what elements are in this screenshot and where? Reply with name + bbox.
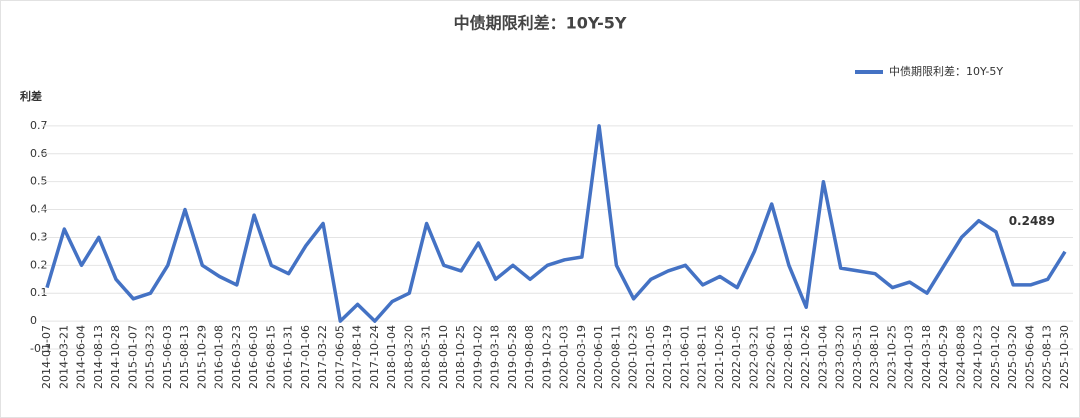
x-tick-label: 2018-03-20: [402, 325, 415, 389]
x-tick-label: 2014-10-28: [109, 325, 122, 389]
x-tick-label: 2014-06-04: [75, 325, 88, 389]
x-tick-label: 2024-05-29: [937, 325, 950, 389]
x-tick-label: 2015-10-29: [195, 325, 208, 389]
y-axis-label: 利差: [20, 89, 42, 103]
x-tick-label: 2016-08-15: [264, 325, 277, 389]
x-tick-label: 2016-01-08: [213, 325, 226, 389]
x-tick-label: 2021-01-05: [644, 325, 657, 389]
y-tick-label: 0.7: [30, 119, 48, 132]
x-tick-label: 2022-08-11: [782, 325, 795, 389]
legend-label: 中债期限利差：10Y-5Y: [889, 64, 1003, 78]
x-tick-label: 2023-01-04: [816, 325, 829, 389]
x-tick-label: 2024-10-23: [972, 325, 985, 389]
x-tick-label: 2025-06-04: [1023, 325, 1036, 389]
x-tick-label: 2021-10-26: [713, 325, 726, 389]
x-tick-label: 2022-06-01: [765, 325, 778, 389]
x-tick-label: 2019-08-08: [523, 325, 536, 389]
x-tick-label: 2023-08-10: [868, 325, 881, 389]
x-tick-label: 2024-03-18: [920, 325, 933, 389]
x-tick-label: 2019-01-02: [471, 325, 484, 389]
y-tick-label: -0.1: [30, 342, 51, 355]
x-tick-label: 2017-06-05: [333, 325, 346, 389]
x-tick-label: 2016-10-31: [282, 325, 295, 389]
x-tick-label: 2022-01-05: [730, 325, 743, 389]
x-tick-label: 2020-03-19: [575, 325, 588, 389]
x-tick-label: 2015-01-07: [126, 325, 139, 389]
x-tick-label: 2018-01-04: [385, 325, 398, 389]
x-tick-label: 2020-01-03: [558, 325, 571, 389]
x-tick-label: 2022-10-26: [799, 325, 812, 389]
y-tick-label: 0.3: [30, 230, 48, 243]
x-tick-label: 2024-01-03: [903, 325, 916, 389]
x-tick-label: 2018-08-10: [437, 325, 450, 389]
y-tick-label: 0.5: [30, 175, 48, 188]
x-tick-label: 2016-06-03: [247, 325, 260, 389]
x-tick-label: 2023-03-20: [834, 325, 847, 389]
series-line: [45, 124, 1067, 323]
x-tick-label: 2020-06-01: [592, 325, 605, 389]
x-tick-label: 2018-10-25: [454, 325, 467, 389]
x-tick-label: 2014-03-21: [57, 325, 70, 389]
x-tick-label: 2016-03-23: [230, 325, 243, 389]
x-tick-label: 2023-05-31: [851, 325, 864, 389]
x-tick-label: 2023-10-25: [885, 325, 898, 389]
x-tick-label: 2017-01-06: [299, 325, 312, 389]
x-tick-label: 2025-10-30: [1058, 325, 1071, 389]
x-tick-label: 2021-06-01: [678, 325, 691, 389]
x-tick-label: 2019-10-23: [540, 325, 553, 389]
y-tick-label: 0.2: [30, 258, 48, 271]
x-tick-label: 2019-05-28: [506, 325, 519, 389]
x-tick-label: 2018-05-31: [420, 325, 433, 389]
x-tick-label: 2020-10-23: [627, 325, 640, 389]
x-tick-label: 2021-08-11: [696, 325, 709, 389]
y-tick-label: 0.1: [30, 286, 48, 299]
x-tick-label: 2017-10-24: [368, 325, 381, 389]
x-tick-label: 2014-01-07: [40, 325, 53, 389]
x-tick-label: 2021-03-19: [661, 325, 674, 389]
x-tick-label: 2015-06-03: [161, 325, 174, 389]
x-tick-label: 2014-08-13: [92, 325, 105, 389]
x-tick-label: 2017-03-22: [316, 325, 329, 389]
x-tick-label: 2015-03-23: [144, 325, 157, 389]
y-tick-label: 0.6: [30, 147, 48, 160]
x-tick-label: 2024-08-08: [954, 325, 967, 389]
x-tick-label: 2025-08-13: [1041, 325, 1054, 389]
chart-title: 中债期限利差：10Y-5Y: [454, 14, 627, 33]
x-tick-label: 2017-08-14: [351, 325, 364, 389]
y-tick-label: 0.4: [30, 203, 48, 216]
x-tick-label: 2022-03-21: [747, 325, 760, 389]
x-tick-label: 2025-01-02: [989, 325, 1002, 389]
data-label: 0.2489: [1009, 214, 1055, 228]
x-tick-label: 2019-03-18: [489, 325, 502, 389]
x-tick-label: 2025-03-20: [1006, 325, 1019, 389]
x-tick-label: 2015-08-13: [178, 325, 191, 389]
x-tick-label: 2020-08-11: [609, 325, 622, 389]
y-tick-label: 0: [30, 314, 37, 327]
